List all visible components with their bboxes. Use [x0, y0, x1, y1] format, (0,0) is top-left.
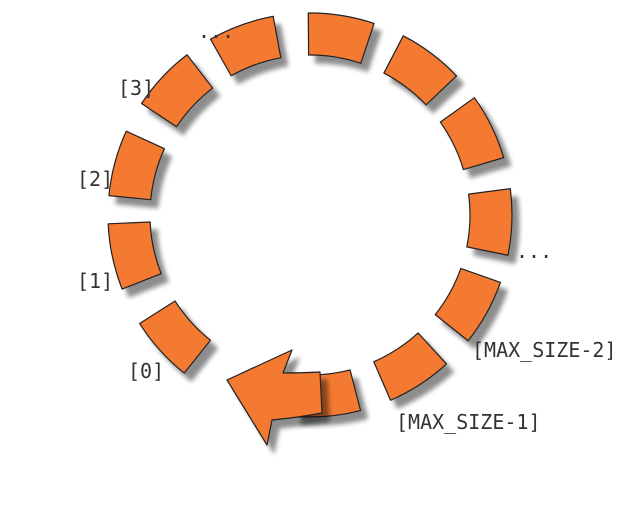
buffer-slot-10	[373, 332, 448, 401]
ellipsis-right-label: ...	[516, 239, 552, 263]
index-1-label: [1]	[77, 269, 113, 293]
buffer-slot-7	[439, 97, 505, 171]
index-3-label: [3]	[118, 76, 154, 100]
ellipsis-top-label: ...	[198, 19, 234, 43]
buffer-slot-3	[140, 54, 214, 128]
buffer-slot-1	[107, 221, 162, 290]
buffer-slot-0	[139, 300, 211, 374]
buffer-slot-2	[108, 130, 166, 201]
max-size-minus-2-label: [MAX_SIZE-2]	[472, 338, 617, 362]
buffer-slot-5	[307, 12, 375, 64]
wrap-arrow	[226, 349, 323, 446]
buffer-slot-6	[383, 35, 458, 106]
max-size-minus-1-label: [MAX_SIZE-1]	[396, 410, 541, 434]
index-2-label: [2]	[77, 167, 113, 191]
buffer-slot-8	[466, 188, 513, 256]
buffer-slot-4	[209, 15, 282, 77]
buffer-slot-9	[434, 267, 502, 342]
index-0-label: [0]	[128, 359, 164, 383]
